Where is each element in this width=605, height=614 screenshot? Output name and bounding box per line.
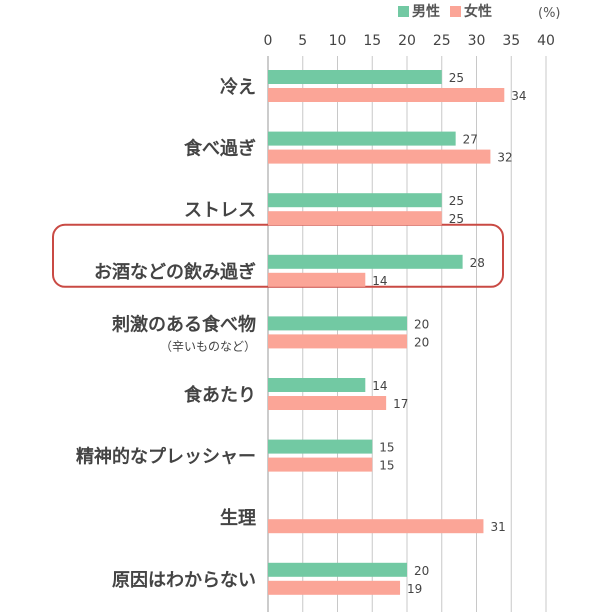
data-label: 14: [372, 379, 387, 393]
category-label: お酒などの飲み過ぎ: [94, 261, 256, 283]
data-label: 27: [463, 133, 478, 147]
legend-female-label: 女性: [464, 4, 492, 20]
x-tick-label: 40: [537, 33, 555, 49]
data-label: 14: [372, 274, 387, 288]
bar-female: [268, 211, 442, 226]
x-tick-label: 25: [433, 33, 451, 49]
bar-male: [268, 193, 442, 208]
bar-female: [268, 149, 491, 164]
bar-male: [268, 378, 366, 392]
x-tick-label: 20: [398, 33, 416, 49]
data-label: 28: [470, 256, 485, 270]
bar-female: [268, 519, 484, 534]
data-label: 25: [449, 212, 464, 226]
category-label: 食あたり: [183, 384, 256, 406]
category-note: （辛いものなど）: [160, 339, 256, 353]
unit-label: (%): [538, 6, 561, 21]
data-label: 20: [414, 564, 429, 578]
data-label: 15: [379, 459, 394, 473]
data-label: 31: [490, 520, 505, 534]
bar-male: [268, 254, 463, 269]
x-tick-label: 15: [363, 33, 381, 49]
category-label: 原因はわからない: [112, 570, 256, 591]
data-label: 32: [497, 151, 512, 165]
category-label: ストレス: [184, 200, 256, 221]
data-label: 25: [449, 194, 464, 208]
bar-male: [268, 316, 407, 331]
data-label: 34: [511, 89, 526, 103]
data-label: 25: [449, 71, 464, 85]
bar-female: [268, 334, 407, 349]
bar-male: [268, 562, 407, 577]
category-label: 刺激のある食べ物: [112, 313, 256, 335]
legend-female: 女性: [450, 1, 492, 21]
data-label: 19: [407, 582, 422, 596]
bar-male: [268, 439, 373, 454]
legend-male-label: 男性: [412, 4, 440, 20]
x-tick-label: 35: [502, 33, 520, 49]
legend-female-swatch: [450, 5, 461, 17]
bar-male: [268, 70, 442, 84]
bar-female: [268, 396, 387, 410]
bar-male: [268, 131, 456, 146]
x-tick-label: 30: [468, 33, 486, 49]
bar-female: [268, 272, 366, 287]
data-label: 15: [379, 441, 394, 455]
data-label: 20: [414, 335, 429, 349]
x-tick-label: 10: [329, 33, 347, 49]
bar-female: [268, 88, 505, 102]
data-label: 20: [414, 317, 429, 331]
category-label: 精神的なプレッシャー: [76, 446, 256, 468]
bar-female: [268, 580, 401, 595]
bar-female: [268, 457, 373, 472]
legend-male: 男性: [398, 1, 440, 21]
legend-male-swatch: [398, 5, 409, 17]
data-label: 17: [393, 397, 408, 411]
x-tick-label: 0: [264, 33, 273, 49]
legend: 男性 女性: [398, 1, 502, 21]
category-label: 生理: [220, 507, 256, 529]
x-tick-label: 5: [298, 33, 307, 49]
category-label: 冷え: [220, 76, 256, 98]
category-label: 食べ過ぎ: [183, 138, 256, 160]
